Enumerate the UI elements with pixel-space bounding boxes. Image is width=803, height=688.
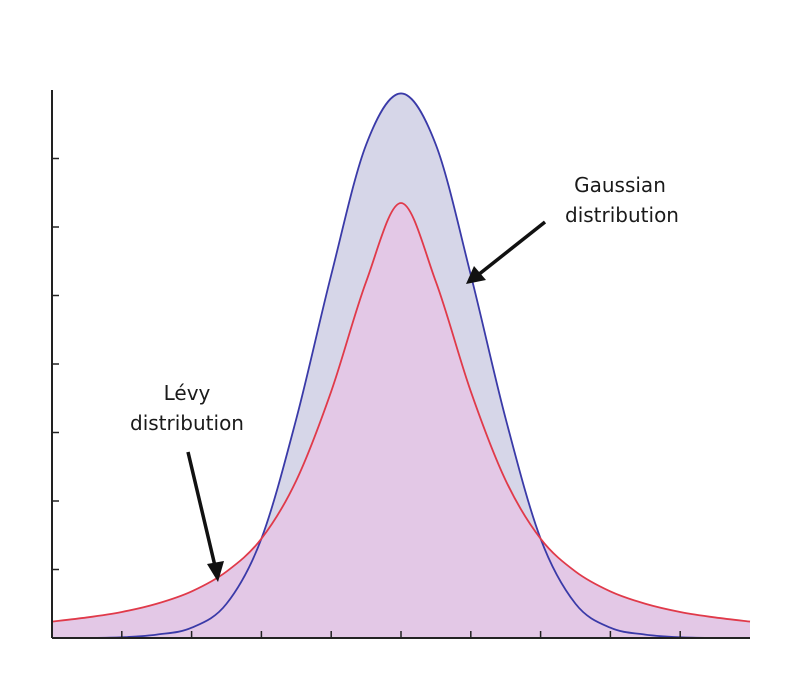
levy-label-line1: Lévy: [164, 381, 211, 405]
curve-lines: [51, 92, 751, 639]
gaussian-label-line1: Gaussian: [574, 173, 666, 197]
levy-arrow-head: [207, 561, 224, 582]
gaussian-arrow-head: [466, 266, 486, 284]
levy-arrow-shaft: [186, 451, 217, 567]
gaussian-label-line2: distribution: [565, 203, 679, 227]
axes: [51, 90, 750, 639]
levy-area: [52, 203, 750, 638]
curve-fills: [52, 93, 750, 639]
gaussian-arrow-shaft: [476, 220, 547, 277]
annotations: Gaussian distribution Lévy distribution: [130, 173, 679, 582]
gaussian-curve: [51, 92, 751, 639]
levy-curve: [51, 202, 751, 623]
levy-label-line2: distribution: [130, 411, 244, 435]
